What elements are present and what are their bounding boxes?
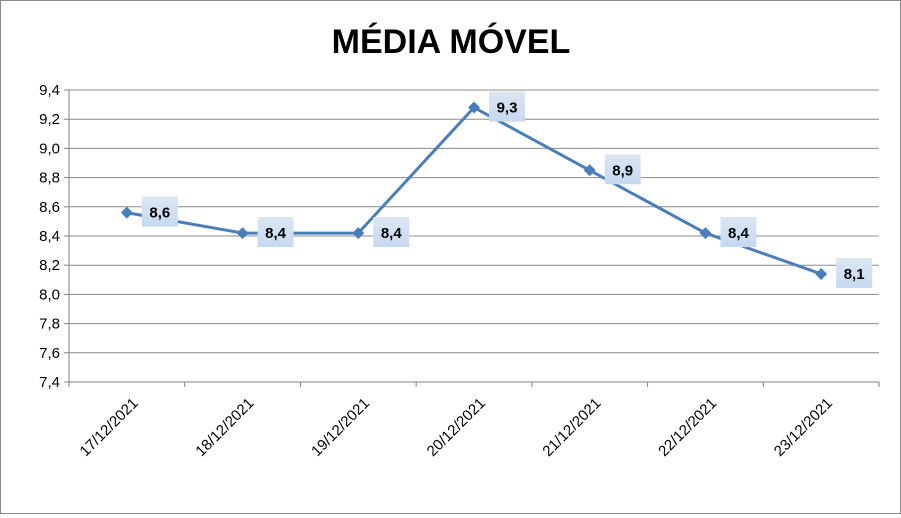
data-label-box	[489, 91, 525, 122]
y-tick-label: 8,4	[39, 228, 60, 245]
y-axis-ticks: 7,4 7,6 7,8 8,0 8,2 8,4 8,6 8,8 9,0 9,2 9,4	[39, 82, 60, 391]
data-label: 8,6	[149, 205, 170, 222]
data-label-box	[836, 257, 873, 288]
y-tick-label: 7,6	[39, 345, 60, 362]
y-tick-label: 8,8	[39, 170, 60, 187]
x-tick-label: 20/12/2021	[424, 395, 489, 460]
series-polyline	[126, 106, 822, 276]
data-label-box	[257, 217, 294, 248]
data-point-marker	[468, 101, 480, 114]
gridlines	[69, 89, 879, 354]
data-point-marker	[120, 206, 133, 219]
axes	[64, 89, 880, 387]
data-point-marker	[815, 267, 828, 280]
chart-title: MÉDIA MÓVEL	[332, 23, 571, 61]
data-label: 8,4	[381, 225, 403, 242]
x-axis-ticks: 17/12/2021 18/12/2021 19/12/2021 20/12/2021…	[77, 395, 836, 460]
y-tick-label: 8,2	[39, 257, 60, 274]
x-tick-label: 21/12/2021	[539, 395, 604, 460]
x-tick-label: 18/12/2021	[192, 395, 257, 460]
data-labels: 8,6 8,4 8,4 9,3 8,9 8,4 8,1	[141, 91, 873, 288]
data-point-marker	[352, 227, 365, 240]
data-point-marker	[236, 227, 249, 240]
y-tick-label: 8,6	[39, 199, 60, 216]
y-tick-label: 9,4	[39, 82, 60, 99]
data-label: 8,4	[728, 225, 750, 242]
x-tick-label: 17/12/2021	[77, 395, 142, 460]
data-label-box	[604, 154, 641, 185]
data-point-marker	[699, 227, 712, 240]
y-tick-label: 8,0	[39, 286, 60, 303]
y-tick-label: 9,0	[39, 140, 60, 157]
x-tick-label: 19/12/2021	[308, 395, 373, 460]
data-point-marker	[583, 164, 596, 177]
data-label-box	[373, 217, 410, 248]
data-label-box	[720, 217, 757, 248]
data-label: 8,1	[844, 266, 865, 283]
x-tick-label: 22/12/2021	[655, 395, 720, 460]
series-line	[120, 101, 828, 280]
y-tick-label: 9,2	[39, 111, 60, 128]
data-label-box	[141, 196, 178, 227]
data-label: 8,4	[265, 225, 287, 242]
data-label: 8,9	[612, 162, 633, 179]
x-tick-label: 23/12/2021	[771, 395, 836, 460]
y-tick-label: 7,8	[39, 316, 60, 333]
data-label: 9,3	[497, 100, 518, 117]
y-tick-label: 7,4	[39, 374, 60, 391]
